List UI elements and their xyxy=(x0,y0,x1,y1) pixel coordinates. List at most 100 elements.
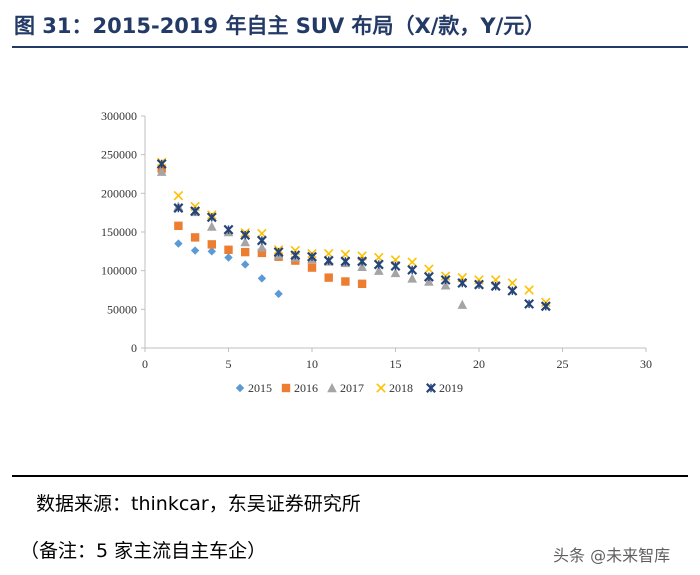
data-point xyxy=(207,247,216,256)
watermark: 头条 @未来智库 xyxy=(553,546,671,565)
data-point xyxy=(273,247,284,258)
data-point xyxy=(423,271,434,282)
data-point xyxy=(540,301,551,312)
legend-label: 2019 xyxy=(439,381,463,395)
data-point xyxy=(173,203,184,214)
x-tick-label: 25 xyxy=(557,357,569,371)
data-point xyxy=(241,247,250,257)
y-tick-label: 50000 xyxy=(107,302,137,316)
legend-item-2018: 2018 xyxy=(376,381,413,395)
scatter-chart: 0 50000 100000 150000 200000 250000 300000 0 5 10… xyxy=(101,109,652,395)
chart-legend: 2015 2016 2017 2018 2019 xyxy=(235,381,463,395)
x-tick-label: 10 xyxy=(306,357,318,371)
data-point xyxy=(223,224,234,235)
series-2018 xyxy=(156,157,551,308)
data-point xyxy=(340,256,351,267)
data-point xyxy=(373,259,384,270)
data-point xyxy=(407,273,417,283)
series-2017 xyxy=(156,166,468,309)
data-point xyxy=(224,245,233,254)
data-point xyxy=(457,278,468,289)
data-point xyxy=(374,265,384,275)
legend-marker xyxy=(235,383,245,393)
data-point xyxy=(390,261,401,272)
data-point xyxy=(524,285,534,295)
chart-marks xyxy=(156,157,551,312)
data-point xyxy=(207,240,216,249)
data-point xyxy=(524,298,535,309)
data-point xyxy=(440,280,451,290)
data-point xyxy=(240,237,250,247)
data-point xyxy=(256,235,267,246)
data-point xyxy=(474,279,484,290)
legend-item-2016: 2016 xyxy=(281,381,318,395)
data-point xyxy=(207,221,217,231)
data-point xyxy=(407,264,418,275)
source-note: 数据来源：thinkcar，东吴证券研究所 xyxy=(36,493,361,515)
x-tick-label: 5 xyxy=(226,357,232,371)
data-point xyxy=(323,255,334,266)
data-point xyxy=(424,276,434,286)
legend-label: 2016 xyxy=(294,381,318,395)
data-point xyxy=(174,239,183,248)
chart-ticks: 0 50000 100000 150000 200000 250000 300000 0 5 10… xyxy=(101,109,652,371)
data-point xyxy=(257,248,267,258)
y-tick-label: 0 xyxy=(131,341,137,355)
y-tick-label: 250000 xyxy=(101,148,137,162)
data-point xyxy=(341,277,350,286)
data-point xyxy=(357,256,368,267)
y-tick-label: 100000 xyxy=(101,264,137,278)
legend-label: 2017 xyxy=(340,381,364,395)
legend-item-2017: 2017 xyxy=(327,381,364,395)
data-point xyxy=(190,206,201,217)
data-point xyxy=(307,251,317,262)
y-tick-label: 200000 xyxy=(101,186,137,200)
legend-marker xyxy=(426,383,436,393)
x-tick-label: 15 xyxy=(390,357,402,371)
figure-title: 图 31：2015-2019 年自主 SUV 布局（X/款，Y/元） xyxy=(14,14,546,38)
data-point xyxy=(307,263,317,272)
data-point xyxy=(507,278,518,288)
legend-marker xyxy=(281,383,291,393)
data-point xyxy=(190,246,200,255)
data-point xyxy=(224,253,233,262)
legend-marker xyxy=(327,383,337,393)
legend-label: 2015 xyxy=(248,381,272,395)
data-point xyxy=(507,285,518,296)
data-point xyxy=(490,281,501,292)
x-tick-label: 0 xyxy=(142,357,148,371)
chart-axes xyxy=(144,116,646,349)
data-point xyxy=(156,166,167,176)
x-tick-label: 30 xyxy=(640,357,652,371)
data-point xyxy=(424,264,434,274)
data-point xyxy=(457,299,468,309)
data-point xyxy=(274,289,283,299)
data-point xyxy=(324,273,333,282)
data-point xyxy=(206,212,217,223)
y-tick-label: 150000 xyxy=(101,225,137,239)
title-divider xyxy=(12,46,688,48)
data-point xyxy=(240,230,251,241)
data-point xyxy=(156,158,167,169)
series-2019 xyxy=(156,158,551,312)
legend-marker xyxy=(376,383,386,393)
data-point xyxy=(290,250,301,261)
data-point xyxy=(357,261,367,271)
data-point xyxy=(173,190,184,201)
y-tick-label: 300000 xyxy=(101,109,137,123)
data-point xyxy=(241,260,250,269)
legend-label: 2018 xyxy=(389,381,413,395)
data-point xyxy=(357,279,367,289)
data-point xyxy=(190,233,200,242)
data-point xyxy=(407,257,417,267)
series-2016 xyxy=(157,164,367,289)
x-tick-label: 20 xyxy=(473,357,485,371)
footer-divider xyxy=(12,475,688,477)
data-point xyxy=(257,274,267,283)
data-point xyxy=(257,242,267,252)
data-point xyxy=(174,221,183,231)
remark-note: （备注：5 家主流自主车企） xyxy=(20,540,267,562)
data-point xyxy=(390,267,401,278)
data-point xyxy=(440,274,451,285)
